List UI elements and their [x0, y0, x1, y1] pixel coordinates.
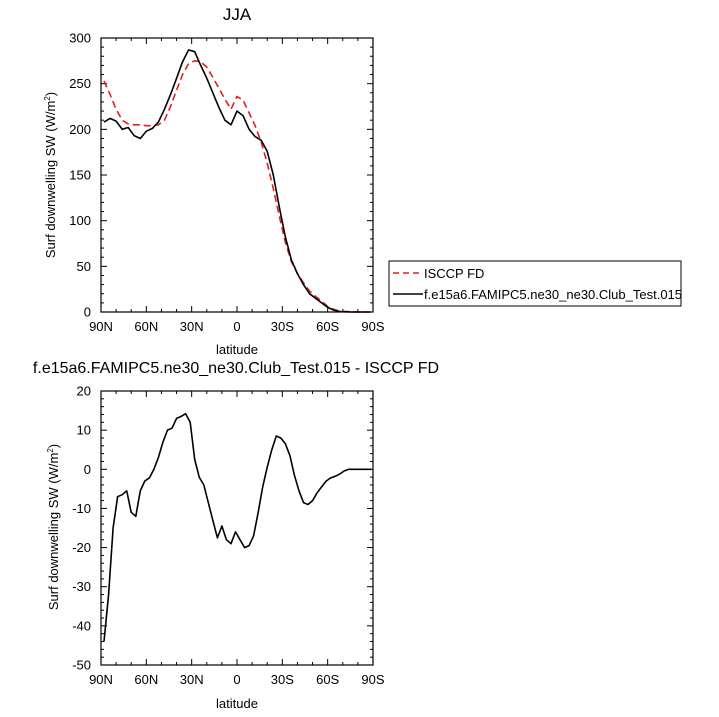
bottom-panel: f.e15a6.FAMIPC5.ne30_ne30.Club_Test.015 …	[33, 360, 439, 711]
bottom-plot-frame	[100, 390, 374, 666]
top-x-tick-label: 90N	[89, 319, 113, 334]
bottom-y-tick-label: -50	[72, 658, 91, 673]
top-plot-area: 90N 60N 30N 0 30S 60S 90S 0 50 100 150 200 250 300	[69, 31, 385, 335]
bottom-x-tick-label: 30S	[271, 672, 294, 687]
bottom-y-tick-label: -10	[72, 501, 91, 516]
bottom-x-tick-label: 30N	[180, 672, 204, 687]
bottom-series-line-1	[103, 412, 372, 642]
top-y-tick-label: 50	[77, 259, 91, 274]
top-x-tick-label: 30N	[180, 319, 204, 334]
top-series-line-1	[103, 59, 370, 313]
bottom-x-tick-label: 60S	[316, 672, 339, 687]
top-series-line-2	[103, 49, 370, 313]
top-x-tick-label: 30S	[271, 319, 294, 334]
bottom-chart-title: f.e15a6.FAMIPC5.ne30_ne30.Club_Test.015 …	[33, 360, 439, 377]
bottom-y-tick-label: -40	[72, 618, 91, 633]
bottom-y-tick-label: 10	[77, 423, 91, 438]
bottom-x-tick-label: 60N	[134, 672, 158, 687]
legend: ISCCP FD f.e15a6.FAMIPC5.ne30_ne30.Club_…	[388, 260, 682, 307]
top-y-label-main: Surf downwelling SW (W/m	[43, 101, 58, 258]
top-x-tick-label: 90S	[361, 319, 384, 334]
top-panel: JJA 90N 60N 30N 0 30S 60S 90S 0 50 100 150 200 250 30…	[43, 5, 385, 357]
bottom-y-label-sup: 2	[46, 448, 55, 453]
top-x-axis-label: latitude	[216, 342, 258, 357]
top-x-tick-label: 60S	[316, 319, 339, 334]
bottom-y-axis-label: Surf downwelling SW (W/m2)	[46, 444, 61, 610]
top-y-tick-label: 150	[69, 168, 91, 183]
bottom-y-tick-label: 20	[77, 384, 91, 399]
bottom-x-tick-label: 90S	[361, 672, 384, 687]
bottom-plot-area: 90N 60N 30N 0 30S 60S 90S -50 -40 -30 -20 -10 0 10 20	[72, 384, 385, 688]
bottom-x-tick-label: 0	[233, 672, 240, 687]
bottom-x-axis-label: latitude	[216, 696, 258, 711]
bottom-y-tick-label: -30	[72, 579, 91, 594]
top-y-tick-label: 300	[69, 31, 91, 46]
top-y-label-sup: 2	[43, 96, 52, 101]
top-y-tick-label: 200	[69, 122, 91, 137]
top-y-label-close: )	[43, 92, 58, 96]
legend-label-model: f.e15a6.FAMIPC5.ne30_ne30.Club_Test.015	[424, 287, 682, 302]
bottom-x-tick-label: 90N	[89, 672, 113, 687]
bottom-y-tick-label: -20	[72, 540, 91, 555]
legend-label-isccp: ISCCP FD	[424, 266, 484, 281]
bottom-y-label-main: Surf downwelling SW (W/m	[46, 453, 61, 610]
top-plot-frame	[100, 37, 374, 313]
top-chart-title: JJA	[223, 5, 252, 24]
legend-box	[388, 260, 682, 307]
top-y-tick-label: 100	[69, 213, 91, 228]
top-y-tick-label: 250	[69, 76, 91, 91]
top-x-tick-label: 0	[233, 319, 240, 334]
top-y-axis-label: Surf downwelling SW (W/m2)	[43, 92, 58, 258]
top-x-tick-label: 60N	[134, 319, 158, 334]
top-y-tick-label: 0	[84, 305, 91, 320]
bottom-y-tick-label: 0	[84, 462, 91, 477]
bottom-y-label-close: )	[46, 444, 61, 448]
